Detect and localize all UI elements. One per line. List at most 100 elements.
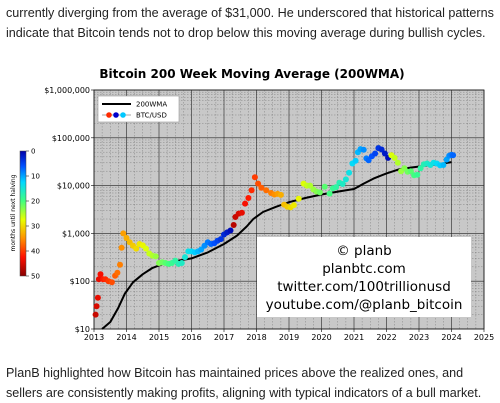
x-tick-label: 2022: [376, 333, 396, 342]
colorbar-tick-label: 30: [31, 223, 40, 231]
btc-price-point: [255, 180, 262, 187]
btc-price-point: [346, 169, 353, 176]
btc-price-point: [352, 157, 359, 164]
btc-price-point: [152, 253, 159, 260]
btc-price-point: [178, 260, 185, 266]
watermark-line-4: youtube.com/@planb_bitcoin: [266, 297, 463, 313]
btc-price-point: [227, 227, 234, 234]
legend-marker-btc-c: [120, 112, 126, 118]
chart-title: Bitcoin 200 Week Moving Average (200WMA): [99, 67, 404, 81]
btc-price-point: [394, 159, 401, 166]
btc-price-point: [263, 187, 270, 194]
btc-price-point: [230, 222, 237, 228]
btc-price-point: [372, 150, 379, 157]
colorbar-tick-label: 0: [31, 148, 35, 156]
btc-price-point: [277, 191, 284, 198]
btc-price-point: [339, 181, 346, 187]
watermark-line-3: twitter.com/100trillionusd: [277, 279, 451, 295]
legend-label-btc: BTC/USD: [136, 112, 167, 120]
btc-price-point: [117, 261, 123, 268]
btc-price-point: [450, 152, 457, 159]
btc-price-point: [108, 279, 115, 286]
y-tick-label: $10,000: [57, 182, 90, 191]
btc-price-point: [316, 189, 323, 196]
watermark-box: [257, 237, 471, 317]
btc-price-point: [114, 269, 121, 276]
watermark: © planb planbtc.com twitter.com/100trill…: [257, 237, 471, 317]
btc-price-point: [245, 195, 252, 201]
btc-price-point: [120, 230, 127, 237]
x-axis: 2013 2014 2015 2016 2017 2018 2019 2020 2021 2022…: [84, 329, 494, 342]
colorbar-ticks: 0 10 20 30 40 50: [26, 148, 40, 281]
x-tick-label: 2016: [181, 333, 201, 342]
btc-price-point: [92, 311, 99, 318]
btc-price-point: [440, 162, 447, 168]
colorbar-tick-label: 20: [31, 198, 40, 206]
btc-price-point: [290, 202, 297, 209]
btc-price-point: [93, 303, 100, 310]
btc-price-point: [133, 245, 140, 252]
y-tick-label: $10: [75, 325, 90, 334]
btc-price-point: [95, 276, 102, 283]
x-tick-label: 2013: [84, 333, 104, 342]
btc-price-point: [381, 150, 388, 157]
watermark-line-1: © planb: [336, 243, 392, 259]
x-tick-label: 2021: [344, 333, 364, 342]
colorbar: 0 10 20 30 40 50 months until next halving: [10, 148, 40, 281]
btc-price-point: [321, 183, 328, 190]
btc-price-point: [238, 209, 245, 216]
wma-line: [101, 161, 452, 330]
watermark-line-2: planbtc.com: [322, 261, 406, 277]
btc-price-point: [97, 271, 104, 278]
btc-price-point: [407, 168, 414, 175]
chart-svg: Bitcoin 200 Week Moving Average (200WMA)…: [10, 67, 494, 342]
btc-price-point: [258, 184, 265, 191]
btc-price-point: [248, 187, 255, 194]
btc-points: [92, 145, 457, 318]
chart-figure: Bitcoin 200 Week Moving Average (200WMA)…: [0, 60, 500, 360]
btc-price-point: [118, 244, 125, 251]
y-tick-label: $100,000: [52, 134, 90, 143]
colorbar-tick-label: 50: [31, 273, 40, 281]
x-tick-label: 2019: [279, 333, 299, 342]
colorbar-label: months until next halving: [10, 174, 17, 251]
btc-price-point: [251, 174, 258, 181]
btc-price-point: [123, 235, 130, 241]
btc-price-point: [143, 245, 149, 252]
y-tick-label: $100: [70, 277, 90, 286]
colorbar-tick-label: 10: [31, 173, 40, 181]
x-tick-label: 2020: [311, 333, 331, 342]
legend-box: [97, 95, 180, 123]
y-axis: $10 $100 $1,000 $10,000 $100,000 $1,000,000: [44, 86, 94, 334]
btc-price-point: [217, 236, 224, 243]
btc-price-point: [295, 195, 302, 202]
x-tick-label: 2023: [409, 333, 429, 342]
colorbar-tick-label: 40: [31, 248, 40, 256]
btc-price-point: [360, 146, 367, 153]
btc-price-point: [326, 190, 333, 197]
btc-price-point: [242, 200, 249, 207]
y-tick-label: $1,000,000: [44, 86, 90, 95]
btc-price-point: [333, 184, 340, 191]
legend-marker-btc-b: [113, 112, 119, 118]
x-tick-label: 2014: [116, 333, 136, 342]
btc-price-point: [378, 146, 385, 153]
btc-price-point: [417, 165, 424, 172]
x-tick-label: 2015: [149, 333, 169, 342]
btc-price-point: [94, 294, 101, 301]
legend-marker-btc-a: [106, 112, 112, 118]
x-tick-label: 2025: [474, 333, 494, 342]
btc-price-point: [414, 171, 421, 178]
btc-price-point: [182, 254, 188, 261]
x-tick-label: 2018: [246, 333, 266, 342]
btc-price-point: [342, 176, 349, 183]
x-tick-label: 2024: [441, 333, 461, 342]
wma-line-group: [101, 161, 452, 330]
colorbar-gradient: [19, 150, 27, 277]
x-tick-label: 2017: [214, 333, 234, 342]
major-grid: [93, 89, 485, 330]
y-tick-label: $1,000: [62, 229, 90, 238]
article-paragraph-top: currently diverging from the average of …: [6, 6, 494, 40]
legend: 200WMA BTC/USD: [97, 95, 180, 123]
btc-price-point: [391, 154, 398, 161]
